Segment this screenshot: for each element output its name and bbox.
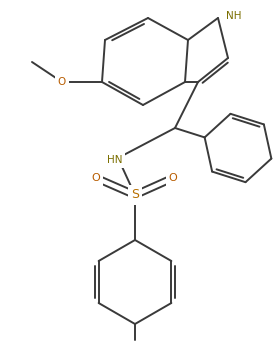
Text: O: O [169, 173, 177, 183]
Text: HN: HN [107, 155, 123, 165]
Text: O: O [58, 77, 66, 87]
Text: NH: NH [226, 11, 241, 21]
Text: S: S [131, 188, 139, 201]
Text: O: O [92, 173, 100, 183]
